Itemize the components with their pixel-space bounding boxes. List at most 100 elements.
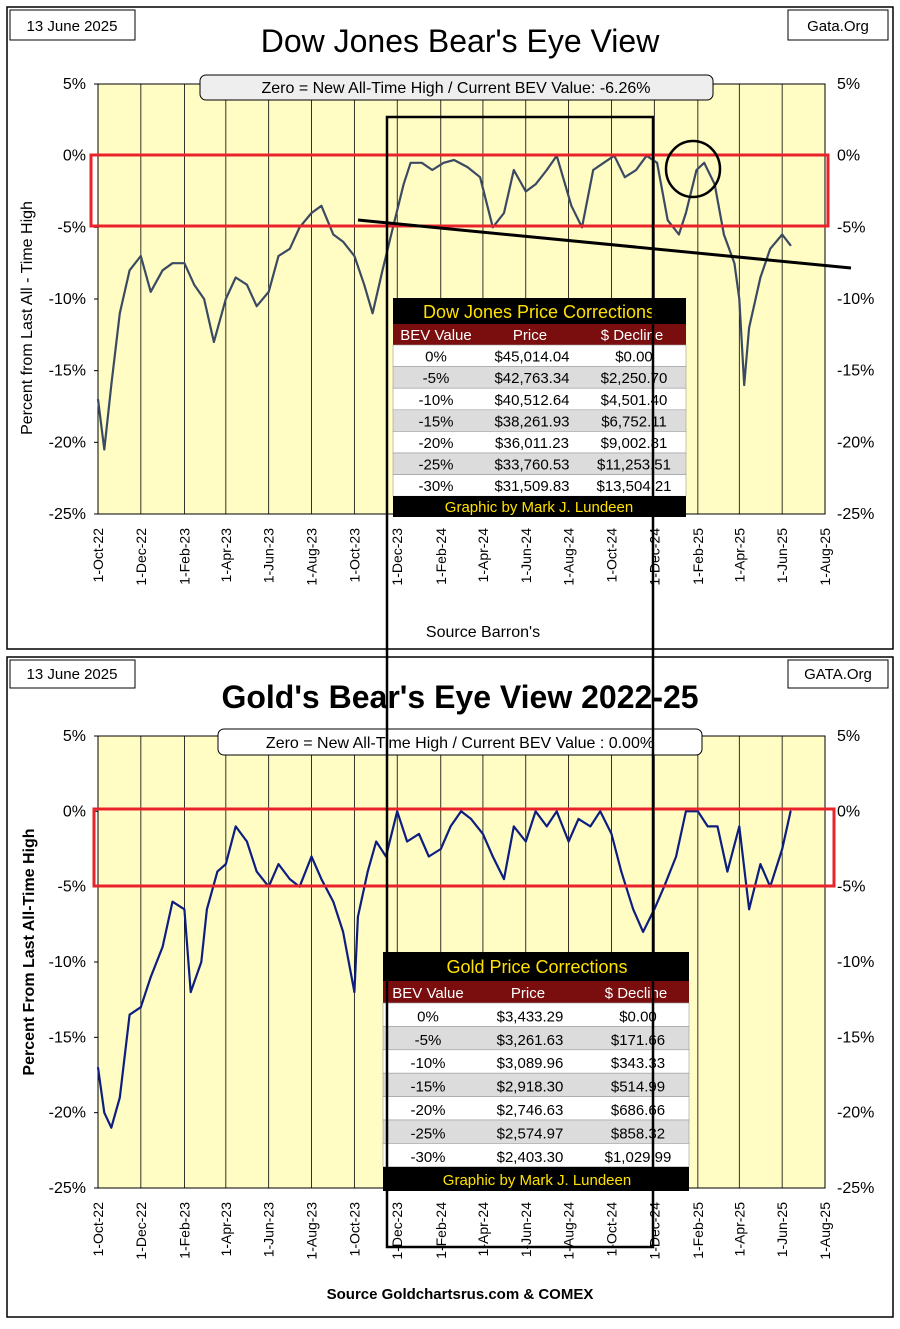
dow-data-point bbox=[748, 326, 750, 329]
gold-data-point bbox=[246, 840, 248, 843]
gold-data-point bbox=[161, 946, 164, 948]
gold-y-tick-label-right: 0% bbox=[837, 803, 860, 820]
dow-data-point bbox=[685, 212, 687, 214]
gold-x-tick-label: 1-Apr-24 bbox=[475, 1202, 491, 1257]
dow-table-cell: $33,760.53 bbox=[494, 457, 569, 474]
gold-table-cell: $0.00 bbox=[619, 1008, 657, 1025]
dow-y-tick-label-right: -20% bbox=[837, 434, 874, 451]
gold-x-tick-label: 1-Dec-24 bbox=[646, 1202, 662, 1260]
dow-table-cell: -5% bbox=[423, 370, 450, 387]
dow-source-site-box bbox=[787, 9, 889, 41]
gold-x-tick-label: 1-Aug-25 bbox=[817, 1202, 833, 1260]
dow-data-point bbox=[409, 161, 412, 164]
dow-x-tick-label: 1-Oct-22 bbox=[90, 528, 106, 583]
dow-data-point bbox=[781, 233, 784, 236]
gold-y-axis-label: Percent From Last All-Time High bbox=[21, 828, 38, 1075]
gold-table-cell: $3,433.29 bbox=[497, 1008, 564, 1025]
gold-table-cell: $3,261.63 bbox=[497, 1032, 564, 1049]
gold-source-footer: Source Goldchartsrus.com & COMEX bbox=[327, 1286, 594, 1303]
dow-y-axis-label: Percent from Last All - Time High bbox=[19, 201, 36, 435]
gold-table-cell: $171.66 bbox=[611, 1032, 665, 1049]
gold-data-point bbox=[277, 863, 280, 865]
dow-y-tick-label-left: 5% bbox=[63, 76, 86, 93]
gold-data-point bbox=[610, 833, 613, 835]
dow-table-header-bev: BEV Value bbox=[400, 327, 471, 344]
dow-data-point bbox=[623, 176, 626, 179]
gold-data-point bbox=[534, 810, 537, 813]
dow-table-cell: -15% bbox=[418, 413, 453, 430]
dow-data-point bbox=[743, 384, 746, 386]
gold-y-tick-label-right: -20% bbox=[837, 1105, 874, 1122]
gold-x-tick-label: 1-Aug-24 bbox=[561, 1202, 577, 1260]
gold-data-point bbox=[685, 810, 687, 813]
dow-data-point bbox=[371, 312, 374, 315]
dow-y-tick-label-right: -10% bbox=[837, 291, 874, 308]
gold-data-point bbox=[103, 1111, 106, 1114]
dow-source-footer: Source Barron's bbox=[426, 624, 540, 641]
dow-data-point bbox=[602, 161, 605, 164]
dow-x-tick-label: 1-Jun-25 bbox=[774, 528, 790, 583]
gold-source-site-box bbox=[787, 659, 889, 689]
gold-data-point bbox=[427, 855, 430, 858]
gold-data-point bbox=[706, 825, 709, 828]
gold-table-cell: -10% bbox=[410, 1055, 445, 1072]
dow-y-tick-label-right: 0% bbox=[837, 148, 860, 165]
gold-table-header-bev: BEV Value bbox=[392, 985, 463, 1002]
dow-table-cell: $9,002.81 bbox=[601, 435, 668, 452]
gold-x-tick-label: 1-Jun-25 bbox=[774, 1202, 790, 1257]
gold-data-point bbox=[366, 870, 369, 873]
gold-data-point bbox=[748, 908, 750, 911]
dow-support-trendline bbox=[357, 218, 852, 270]
dow-data-point bbox=[288, 247, 291, 250]
dow-recent-high-circle bbox=[664, 139, 722, 199]
gold-table-cell: $2,918.30 bbox=[497, 1079, 564, 1096]
dow-table-cell: $36,011.23 bbox=[495, 435, 569, 452]
dow-x-tick-label: 1-Jun-24 bbox=[518, 528, 534, 583]
dow-x-tick-label: 1-Feb-23 bbox=[176, 528, 192, 585]
dow-data-point bbox=[203, 298, 206, 300]
gold-table-cell: $3,089.96 bbox=[497, 1055, 564, 1072]
dow-data-point bbox=[161, 269, 164, 272]
dow-x-tick-label: 1-Oct-23 bbox=[346, 528, 362, 583]
dow-subtitle: Zero = New All-Time High / Current BEV V… bbox=[261, 80, 650, 97]
gold-table-cell: $514.99 bbox=[611, 1079, 665, 1096]
dow-source-site: Gata.Org bbox=[807, 18, 869, 35]
gold-x-tick-label: 1-Dec-23 bbox=[389, 1202, 405, 1260]
gold-data-point bbox=[255, 870, 258, 873]
gold-data-point bbox=[470, 818, 472, 820]
gold-table-title: Gold Price Corrections bbox=[446, 957, 627, 977]
dow-table-cell: $2,250.70 bbox=[601, 370, 668, 387]
dow-data-point bbox=[524, 190, 527, 193]
gold-subtitle-box bbox=[217, 728, 703, 756]
gold-source-site: GATA.Org bbox=[804, 666, 872, 683]
dow-data-point bbox=[128, 269, 131, 272]
gold-table-cell: -30% bbox=[410, 1149, 445, 1166]
dow-table-footer: Graphic by Mark J. Lundeen bbox=[445, 499, 633, 516]
dow-table-cell: $40,512.64 bbox=[494, 392, 569, 409]
gold-data-point bbox=[738, 825, 741, 828]
gold-y-ticks-left: 5% 0% -5% -10% -15% -20% -25% bbox=[49, 728, 98, 1197]
dow-data-point bbox=[110, 384, 113, 386]
dow-table-header-decline: $ Decline bbox=[601, 327, 664, 344]
dow-data-point bbox=[570, 204, 573, 207]
dow-table-cell: 0% bbox=[425, 349, 447, 366]
gold-table-cell: $858.32 bbox=[611, 1125, 665, 1142]
dow-table-cell: -30% bbox=[418, 478, 453, 495]
dow-data-point bbox=[678, 233, 680, 236]
gold-table-cell: $1,029.99 bbox=[605, 1149, 672, 1166]
gold-data-point bbox=[577, 818, 580, 820]
dow-data-point bbox=[402, 183, 405, 186]
gold-data-point bbox=[189, 991, 192, 993]
gold-data-point bbox=[353, 991, 356, 993]
dow-data-point bbox=[213, 341, 215, 343]
gold-bev-series-points bbox=[97, 810, 792, 1129]
dow-data-point bbox=[342, 240, 344, 243]
dow-data-point bbox=[103, 448, 106, 451]
gold-table-footer: Graphic by Mark J. Lundeen bbox=[443, 1172, 631, 1189]
dow-x-tick-label: 1-Feb-24 bbox=[433, 528, 449, 585]
gold-data-point bbox=[118, 1096, 121, 1099]
dow-data-point bbox=[320, 204, 323, 207]
gold-y-tick-label-right: -15% bbox=[837, 1029, 874, 1046]
dow-x-tick-label: 1-Oct-24 bbox=[603, 528, 619, 583]
gold-table-rows: 0% $3,433.29 $0.00 -5% $3,261.63 $171.66 -10% $… bbox=[382, 1002, 690, 1168]
